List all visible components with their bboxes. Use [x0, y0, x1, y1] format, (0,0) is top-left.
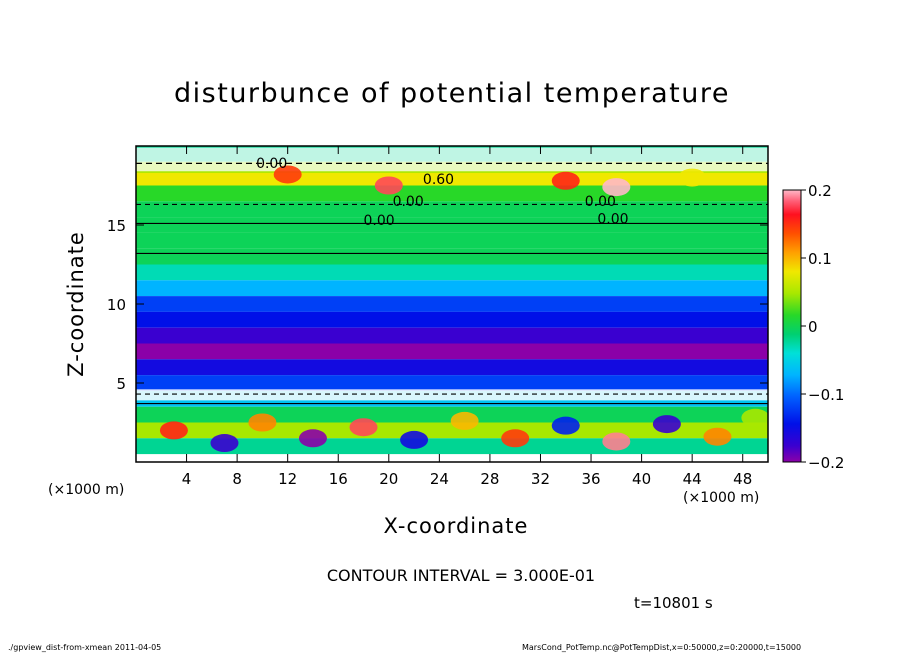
field-blob-9 [602, 432, 631, 451]
lower-white-layer [136, 389, 768, 401]
y-axis-label: Z-coordinate [64, 231, 88, 377]
colorbar-tick-label-1: 0.1 [808, 250, 832, 268]
footer-right: MarsCond_PotTemp.nc@PotTempDist,x=0:5000… [522, 643, 802, 652]
colorbar-tick-label-3: −0.1 [808, 386, 844, 404]
field-band-4 [136, 201, 768, 218]
time-label: t=10801 s [634, 594, 713, 612]
colorbar-tick-label-4: −0.2 [808, 454, 844, 472]
y-axis-ticks: 5 10 15 [107, 217, 768, 393]
footer-left: ./gpview_dist-from-xmean 2011-04-05 [8, 643, 162, 652]
x-unit-right: (×1000 m) [683, 490, 760, 506]
field-blob-14 [551, 171, 580, 190]
colorbar-tick-label-2: 0 [808, 318, 818, 336]
field-blob-15 [602, 178, 631, 197]
x-axis-label: X-coordinate [383, 514, 529, 538]
contour-interval: CONTOUR INTERVAL = 3.000E-01 [326, 566, 596, 585]
field-blob-1 [210, 434, 239, 453]
x-unit-left: (×1000 m) [48, 482, 125, 498]
contour-lines [136, 162, 768, 405]
y-tick-label-1: 10 [107, 296, 126, 314]
y-tick-label-0: 5 [116, 375, 126, 393]
heatmap-field [136, 146, 768, 455]
field-band-13 [136, 343, 768, 360]
colorbar-tick-label-0: 0.2 [808, 182, 832, 200]
x-tick-label-9: 40 [632, 470, 651, 488]
x-tick-label-0: 4 [182, 470, 192, 488]
contour-label-2: 0.00 [393, 194, 424, 210]
field-band-8 [136, 264, 768, 281]
x-tick-label-11: 48 [733, 470, 752, 488]
field-blob-3 [298, 429, 327, 448]
field-blob-7 [501, 429, 530, 448]
field-band-12 [136, 327, 768, 344]
field-blob-5 [400, 430, 429, 449]
x-tick-label-1: 8 [232, 470, 242, 488]
field-blob-13 [374, 176, 403, 195]
contour-label-4: 0.00 [597, 211, 628, 227]
x-tick-label-4: 20 [379, 470, 398, 488]
colorbar [782, 189, 802, 463]
field-blob-10 [652, 415, 681, 434]
field-blob-16 [273, 165, 302, 184]
field-blob-12 [741, 408, 768, 427]
top-white-layer [136, 147, 768, 172]
chart-title: disturbunce of potential temperature [174, 78, 730, 109]
y-tick-label-2: 15 [107, 217, 126, 235]
field-blob-11 [703, 427, 732, 446]
x-tick-label-6: 28 [480, 470, 499, 488]
x-tick-label-8: 36 [581, 470, 600, 488]
field-blob-2 [248, 413, 277, 432]
contour-label-3: 0.00 [585, 194, 616, 210]
field-band-10 [136, 296, 768, 312]
field-band-17 [136, 406, 768, 423]
field-blob-6 [450, 411, 479, 430]
field-band-7 [136, 248, 768, 265]
contour-label-1: 0.60 [423, 172, 454, 188]
contour-label-0: 0.00 [256, 156, 287, 172]
field-band-15 [136, 375, 768, 391]
x-tick-label-3: 16 [329, 470, 348, 488]
contour-labels: 0.000.600.00 0.000.000.00 [256, 156, 628, 229]
contour-label-5: 0.00 [364, 213, 395, 229]
x-axis-ticks: 4 8 12 16 20 24 28 32 36 40 44 48 [182, 146, 752, 488]
x-tick-label-2: 12 [278, 470, 297, 488]
field-blob-0 [159, 421, 188, 440]
field-blob-17 [678, 168, 707, 187]
field-band-5 [136, 217, 768, 233]
x-tick-label-7: 32 [531, 470, 550, 488]
x-tick-label-10: 44 [683, 470, 702, 488]
x-tick-label-5: 24 [430, 470, 449, 488]
field-blob-4 [349, 418, 378, 437]
field-band-9 [136, 280, 768, 297]
field-band-14 [136, 359, 768, 376]
field-band-6 [136, 232, 768, 249]
field-blob-8 [551, 416, 580, 435]
colorbar-ticks: 0.2 0.1 0 −0.1 −0.2 [801, 182, 844, 472]
field-band-11 [136, 311, 768, 328]
